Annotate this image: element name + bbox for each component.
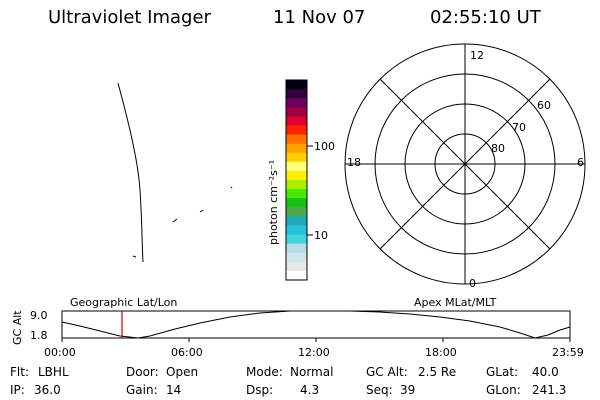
info-key-gcalt: GC Alt:	[366, 365, 408, 379]
colorbar-segment	[286, 270, 307, 281]
observation-date: 11 Nov 07	[273, 7, 366, 28]
coast-fragment	[172, 218, 178, 223]
geographic-caption: Geographic Lat/Lon	[70, 296, 178, 309]
info-key-glat: GLat:	[486, 365, 519, 379]
coast-fragment	[199, 209, 204, 213]
altitude-y-min: 1.8	[30, 329, 48, 342]
altitude-y-max: 9.0	[30, 309, 48, 322]
info-key-mode: Mode:	[246, 365, 283, 379]
colorbar-segment	[286, 207, 307, 217]
info-value-door: Open	[166, 365, 199, 379]
info-key-glon: GLon:	[486, 383, 521, 397]
colorbar-segment	[286, 261, 307, 272]
altitude-curve	[61, 310, 571, 339]
mlt-label-midnight: 0	[469, 277, 476, 290]
colorbar-segment	[286, 134, 307, 145]
colorbar-segment	[286, 180, 307, 190]
info-value-glat: 40.0	[532, 365, 559, 379]
altitude-x-ticks	[61, 338, 571, 342]
info-key-door: Door:	[126, 365, 159, 379]
colorbar-segment	[286, 161, 307, 172]
info-key-gain: Gain:	[126, 383, 158, 397]
colorbar-segment	[286, 198, 307, 208]
x-tick-label: 06:00	[171, 346, 203, 359]
colorbar-tick-label: 100	[314, 140, 335, 153]
info-value-dsp: 4.3	[300, 383, 320, 397]
mlt-label-noon: 12	[470, 49, 484, 62]
coast-fragment	[230, 186, 233, 189]
mlat-label-70: 70	[512, 121, 526, 134]
info-key-flt: Flt:	[10, 365, 29, 379]
info-key-ip: IP:	[10, 383, 25, 397]
polar-grid	[344, 43, 586, 285]
colorbar-segment	[286, 116, 307, 126]
mlat-label-80: 80	[491, 142, 505, 155]
info-value-gain: 14	[166, 383, 182, 397]
limb-trace	[117, 82, 144, 263]
mlat-label-60: 60	[537, 99, 551, 112]
mlt-label-dusk: 18	[347, 156, 361, 169]
instrument-title: Ultraviolet Imager	[48, 7, 211, 28]
colorbar-segment	[286, 243, 307, 254]
colorbar-segment	[286, 98, 307, 108]
observation-time: 02:55:10 UT	[430, 7, 541, 28]
colorbar-segment	[286, 89, 307, 99]
apex-caption: Apex MLat/MLT	[414, 296, 497, 309]
info-value-mode: Normal	[290, 365, 334, 379]
info-value-ip: 36.0	[34, 383, 61, 397]
colorbar-segment	[286, 189, 307, 199]
x-tick-label: 00:00	[44, 346, 76, 359]
colorbar-segment	[286, 125, 307, 136]
x-tick-label: 23:59	[552, 346, 584, 359]
x-tick-label: 18:00	[425, 346, 457, 359]
x-tick-label: 12:00	[298, 346, 330, 359]
mlt-line-diagonal	[379, 78, 551, 250]
colorbar-frame	[285, 79, 308, 281]
colorbar-segment	[286, 252, 307, 263]
altitude-frame	[61, 310, 571, 339]
colorbar	[286, 80, 307, 281]
colorbar-segment	[286, 107, 307, 117]
info-value-flt: LBHL	[38, 365, 69, 379]
colorbar-segment	[286, 216, 307, 226]
colorbar-segment	[286, 143, 307, 154]
colorbar-segment	[286, 80, 307, 90]
image-panel	[117, 82, 233, 263]
info-value-gcalt: 2.5 Re	[418, 365, 457, 379]
mlt-label-dawn: 6	[577, 156, 584, 169]
info-key-dsp: Dsp:	[246, 383, 274, 397]
colorbar-segment	[286, 225, 307, 236]
colorbar-segment	[286, 152, 307, 163]
colorbar-segment	[286, 170, 307, 181]
coast-fragment	[132, 255, 137, 258]
info-key-seq: Seq:	[366, 383, 393, 397]
altitude-axis-label: GC Alt	[11, 310, 24, 345]
info-value-glon: 241.3	[532, 383, 567, 397]
colorbar-unit-label: photon cm⁻²s⁻¹	[267, 159, 280, 245]
colorbar-segment	[286, 234, 307, 245]
colorbar-tick-label: 10	[314, 229, 328, 242]
info-value-seq: 39	[400, 383, 416, 397]
